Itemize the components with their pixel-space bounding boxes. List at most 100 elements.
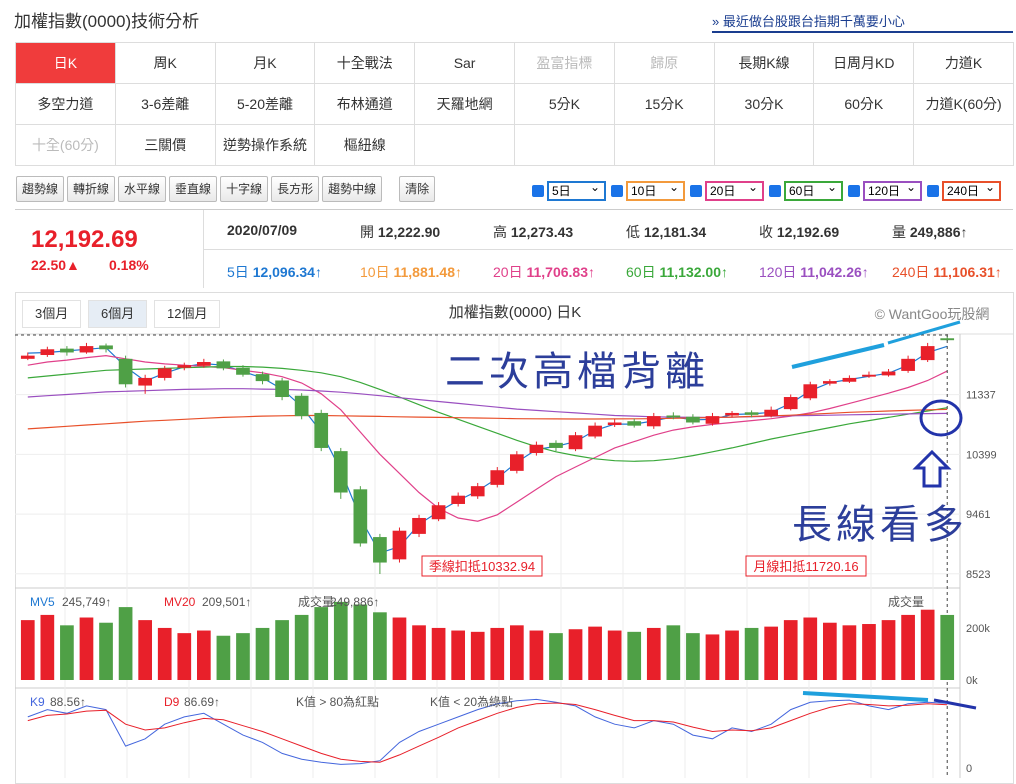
volume-bar (157, 627, 172, 680)
volume-bar (236, 633, 250, 680)
tab[interactable]: 歸原 (614, 43, 715, 84)
candle-body (588, 425, 602, 437)
checkbox[interactable] (532, 185, 544, 197)
dropdown[interactable]: 60日 (784, 179, 843, 201)
tab[interactable]: 30分K (714, 84, 815, 125)
tab[interactable]: 周K (115, 43, 216, 84)
checkbox[interactable] (769, 185, 781, 197)
tab[interactable]: 60分K (814, 84, 915, 125)
tab[interactable]: 十全戰法 (315, 43, 416, 84)
y-tick-label: 10399 (966, 449, 997, 461)
candle-body (646, 416, 661, 427)
tab[interactable]: 盈富指標 (515, 43, 615, 84)
ma-select: 240日 (927, 179, 1001, 201)
volume-bar (646, 627, 661, 680)
trend-line (802, 691, 929, 702)
tab-empty (914, 125, 1014, 166)
tab[interactable]: 樞紐線 (315, 125, 416, 166)
tab[interactable]: 十全(60分) (16, 125, 116, 166)
candle-body (725, 412, 739, 416)
tab[interactable]: 日周月KD (814, 43, 915, 84)
checkbox[interactable] (927, 185, 939, 197)
tool-button[interactable]: 垂直線 (169, 176, 218, 202)
y-tick-label: 8523 (966, 569, 990, 581)
tab[interactable]: 15分K (614, 84, 715, 125)
volume-bar (529, 630, 544, 680)
ma-value: 240日 11,106.31↑ (878, 262, 1011, 282)
field-value: 12,273.43 (510, 224, 574, 240)
volume-bar (451, 630, 466, 680)
volume-bar (705, 634, 720, 680)
candle-body (920, 346, 935, 361)
tab[interactable]: 5分K (515, 84, 615, 125)
period-button[interactable]: 6個月 (88, 300, 148, 328)
tab[interactable]: 月K (215, 43, 316, 84)
volume-bar (412, 625, 426, 680)
tab[interactable]: 5-20差離 (215, 84, 316, 125)
date: 2020/07/09 (227, 222, 298, 238)
arrow-up (912, 449, 952, 488)
ma-value: 120日 11,042.26↑ (745, 262, 878, 282)
candle-body (509, 454, 524, 471)
change: 22.50▲ (31, 257, 80, 273)
tab[interactable]: 多空力道 (16, 84, 116, 125)
volume-bar (822, 622, 837, 680)
tool-button[interactable]: 轉折線 (67, 176, 116, 202)
tab[interactable]: 3-6差離 (115, 84, 216, 125)
volume-bar (40, 614, 55, 680)
volume-bar (588, 626, 602, 680)
tool-button[interactable]: 十字線 (220, 176, 269, 202)
tab[interactable]: 三關價 (115, 125, 216, 166)
news-link[interactable]: » 最近做台股跟台指期千萬要小心 (712, 14, 905, 29)
tool-button[interactable]: 長方形 (271, 176, 320, 202)
y-tick-label: 11337 (966, 390, 996, 402)
kd-label: D9 (164, 695, 180, 709)
dropdown[interactable]: 5日 (547, 179, 606, 201)
candle-body (607, 422, 622, 426)
tab[interactable]: 布林通道 (315, 84, 416, 125)
candle-body (881, 371, 896, 376)
checkbox[interactable] (848, 185, 860, 197)
candle-body (744, 412, 759, 415)
volume-bar (196, 630, 211, 680)
candle-body (549, 442, 563, 448)
tab[interactable]: 日K (16, 43, 116, 84)
dropdown[interactable]: 240日 (942, 179, 1001, 201)
volume-bar (549, 633, 563, 680)
price: 12,192.69 (31, 226, 138, 253)
period-button[interactable]: 12個月 (154, 300, 221, 328)
quote-field: 低 12,181.34 (612, 222, 745, 242)
tool-button[interactable]: 趨勢線 (16, 176, 65, 202)
volume-value: 245,749↑ (62, 595, 111, 609)
volume-bar (392, 617, 407, 680)
tab[interactable]: 逆勢操作系統 (215, 125, 316, 166)
link-underline (712, 31, 1013, 33)
dropdown[interactable]: 20日 (705, 179, 764, 201)
candle-body (940, 338, 955, 341)
tool-button[interactable]: 清除 (399, 176, 436, 202)
tab[interactable]: 長期K線 (714, 43, 815, 84)
tab[interactable]: 力道K (914, 43, 1014, 84)
tab[interactable]: 天羅地網 (415, 84, 515, 125)
period-button[interactable]: 3個月 (22, 300, 82, 328)
ma-name: 240日 (892, 264, 930, 280)
tool-button[interactable]: 水平線 (118, 176, 167, 202)
tool-button[interactable]: 趨勢中線 (322, 176, 383, 202)
dropdown[interactable]: 120日 (863, 179, 922, 201)
candle-body (196, 362, 211, 366)
candle-body (490, 470, 505, 485)
ma-name: 5日 (227, 264, 249, 280)
candle-body (373, 537, 387, 563)
tab[interactable]: 力道K(60分) (914, 84, 1014, 125)
kd-value: 88.56↑ (50, 695, 86, 709)
dropdown[interactable]: 10日 (626, 179, 685, 201)
checkbox[interactable] (690, 185, 702, 197)
checkbox[interactable] (611, 185, 623, 197)
tab[interactable]: Sar (415, 43, 515, 84)
candle-body (392, 530, 407, 560)
ma-name: 120日 (759, 264, 797, 280)
volume-label: 成交量 (298, 594, 334, 609)
field-label: 開 (360, 224, 374, 240)
candle-body (822, 381, 837, 384)
